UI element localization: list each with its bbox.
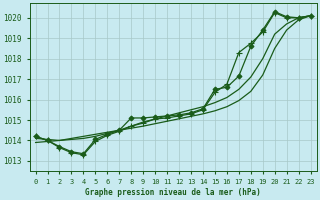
X-axis label: Graphe pression niveau de la mer (hPa): Graphe pression niveau de la mer (hPa) xyxy=(85,188,261,197)
